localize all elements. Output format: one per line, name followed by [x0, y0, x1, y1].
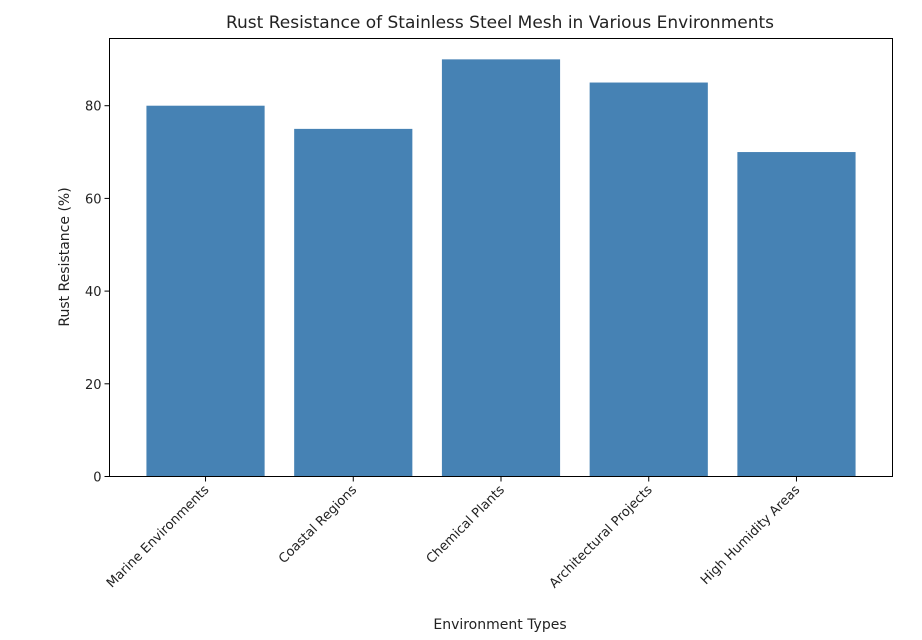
bar [737, 152, 856, 477]
plot-frame [109, 38, 893, 477]
y-tick-label: 60 [85, 192, 102, 207]
x-tick-label: High Humidity Areas [698, 483, 803, 588]
y-tick-label: 80 [85, 100, 102, 115]
x-tick-label: Architectural Projects [547, 483, 656, 592]
bar [441, 59, 561, 477]
x-tick-label: Chemical Plants [424, 483, 508, 567]
bar [589, 82, 708, 477]
chart-title: Rust Resistance of Stainless Steel Mesh … [226, 13, 774, 33]
y-tick-label: 0 [93, 471, 101, 486]
x-axis-label: Environment Types [433, 617, 566, 633]
y-axis-label: Rust Resistance (%) [57, 187, 73, 326]
y-tick-label: 20 [85, 378, 102, 393]
bar [146, 105, 265, 477]
bar [294, 128, 413, 477]
x-tick-label: Marine Environments [104, 483, 213, 592]
y-tick-label: 40 [85, 285, 102, 300]
x-tick-label: Coastal Regions [276, 483, 360, 567]
